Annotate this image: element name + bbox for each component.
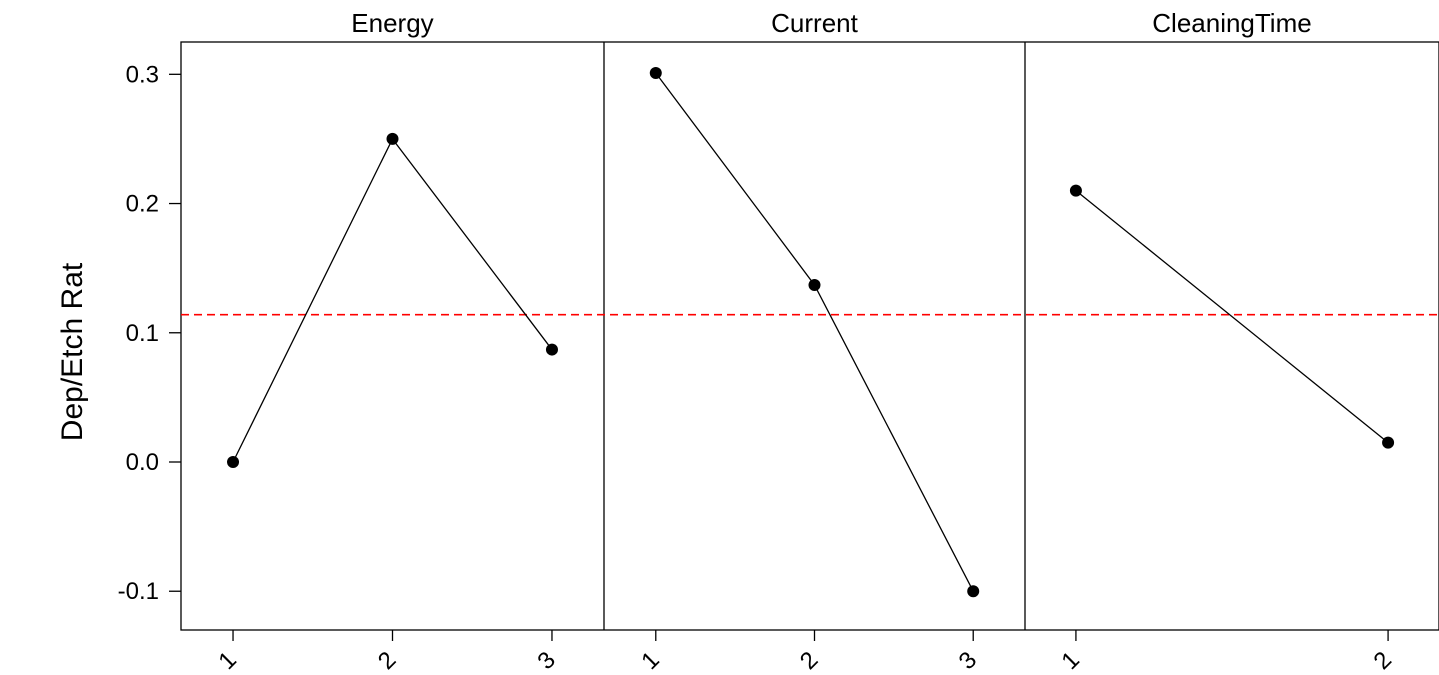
y-tick-label: -0.1 [118, 578, 159, 605]
y-tick-label: 0.2 [126, 191, 159, 218]
plot-root: -0.1 0.0 0.1 0.2 0.3 Energy 1 2 3 Current 1 2 3 Clean… [118, 8, 1439, 675]
y-axis-label: Dep/Etch Rat [56, 262, 89, 441]
plot-frame [180, 41, 1439, 631]
panel-title: Current [771, 8, 858, 38]
x-tick-label: 3 [954, 646, 983, 675]
x-tick-label: 2 [373, 646, 402, 675]
data-point [808, 278, 821, 291]
data-point [649, 67, 662, 80]
data-point [1069, 184, 1082, 197]
x-tick-label: 1 [636, 646, 665, 675]
series-line [232, 137, 553, 463]
series-line [655, 72, 974, 592]
panel-title: Energy [351, 8, 433, 38]
x-tick-label: 3 [532, 646, 561, 675]
x-tick-label: 2 [795, 646, 824, 675]
y-tick-label: 0.3 [126, 61, 159, 88]
y-tick-label: 0.0 [126, 449, 159, 476]
data-point [967, 585, 980, 598]
x-tick-label: 2 [1369, 646, 1398, 675]
x-tick-label: 1 [1056, 646, 1085, 675]
x-tick-label: 1 [213, 646, 242, 675]
y-tick-label: 0.1 [126, 320, 159, 347]
data-point [545, 343, 558, 356]
data-point [386, 132, 399, 145]
panel-title: CleaningTime [1152, 8, 1311, 38]
data-point [1382, 436, 1395, 449]
series-line [1075, 190, 1389, 444]
data-point [227, 456, 240, 468]
